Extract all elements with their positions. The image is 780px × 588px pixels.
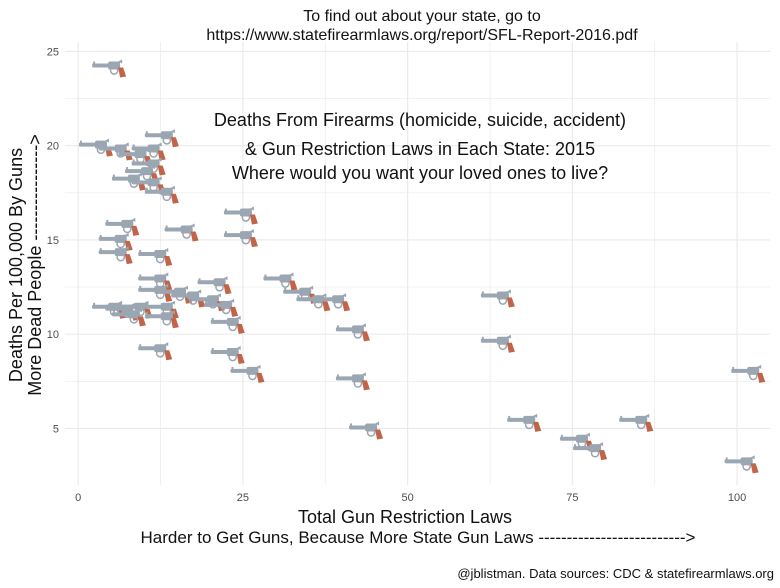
data-points [78, 59, 766, 474]
data-point [92, 59, 127, 78]
annotation-line-3: Where would you want your loved ones to … [232, 163, 608, 183]
y-tick-label: 5 [53, 423, 59, 435]
data-point [316, 293, 351, 312]
data-point [164, 223, 199, 242]
y-tick-label: 25 [47, 46, 59, 58]
x-tick-label: 25 [237, 492, 249, 504]
x-tick-label: 0 [75, 492, 81, 504]
axis-ticks: 0 25 50 75 100 5 10 15 20 25 [47, 46, 746, 504]
annotation-line-1: Deaths From Firearms (homicide, suicide,… [214, 110, 626, 130]
data-point [111, 308, 146, 327]
data-point [263, 272, 298, 291]
y-tick-label: 15 [47, 235, 59, 247]
data-point [210, 346, 245, 365]
data-point [480, 289, 515, 308]
data-point [144, 310, 179, 329]
y-axis-subtitle: More Dead People ----------------> [25, 134, 45, 396]
data-point [105, 217, 140, 236]
x-tick-label: 75 [566, 492, 578, 504]
data-point [204, 298, 239, 317]
data-point [619, 413, 654, 432]
data-point [335, 372, 370, 391]
data-point [138, 342, 173, 361]
data-point [98, 142, 133, 161]
y-tick-label: 20 [47, 141, 59, 153]
data-point [230, 364, 265, 383]
data-point [724, 455, 759, 474]
data-point [349, 421, 384, 440]
y-tick-label: 10 [47, 329, 59, 341]
y-axis-title: Deaths Per 100,000 By Guns [6, 148, 26, 382]
gridlines [65, 42, 770, 485]
x-tick-label: 100 [728, 492, 746, 504]
data-point [210, 315, 245, 334]
data-point [480, 334, 515, 353]
data-point [223, 229, 258, 248]
data-point [335, 323, 370, 342]
x-tick-label: 50 [401, 492, 413, 504]
x-axis-subtitle: Harder to Get Guns, Because More State G… [141, 528, 696, 547]
data-point [223, 206, 258, 225]
header-line-2: https://www.statefirearmlaws.org/report/… [206, 27, 638, 44]
data-point [144, 129, 179, 148]
data-point [138, 248, 173, 267]
data-point [197, 276, 232, 295]
x-axis-title: Total Gun Restriction Laws [298, 507, 512, 527]
credit-text: @jblistman. Data sources: CDC & statefir… [457, 566, 774, 581]
data-point [131, 142, 166, 161]
data-point [131, 157, 166, 176]
data-point [573, 442, 608, 461]
data-point [98, 246, 133, 265]
annotation-line-2: & Gun Restriction Laws in Each State: 20… [245, 139, 595, 159]
header-line-1: To find out about your state, go to [303, 8, 541, 25]
data-point [507, 413, 542, 432]
data-point [144, 185, 179, 204]
data-point [731, 364, 766, 383]
